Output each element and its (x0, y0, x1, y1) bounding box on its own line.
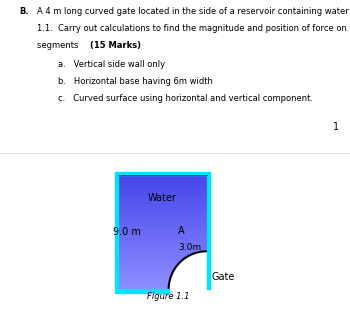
Polygon shape (118, 209, 207, 211)
Text: A 4 m long curved gate located in the side of a reservoir containing water as sh: A 4 m long curved gate located in the si… (37, 7, 350, 16)
Polygon shape (169, 251, 207, 289)
Polygon shape (118, 192, 207, 194)
Polygon shape (118, 230, 207, 232)
Polygon shape (118, 244, 207, 246)
Polygon shape (118, 175, 207, 177)
Text: segments: segments (37, 41, 81, 50)
Polygon shape (118, 261, 207, 263)
Polygon shape (118, 217, 207, 219)
Polygon shape (118, 200, 207, 202)
Polygon shape (118, 211, 207, 213)
Polygon shape (118, 188, 207, 190)
Polygon shape (118, 221, 207, 223)
Polygon shape (118, 232, 207, 234)
Text: 1.1.  Carry out calculations to find the magnitude and position of force on the : 1.1. Carry out calculations to find the … (37, 24, 350, 33)
Text: 3.0m: 3.0m (179, 243, 202, 252)
Polygon shape (118, 206, 207, 207)
Polygon shape (118, 215, 207, 217)
Polygon shape (118, 236, 207, 238)
Polygon shape (118, 190, 207, 192)
Polygon shape (118, 249, 207, 251)
Polygon shape (118, 278, 207, 280)
Text: Figure 1.1: Figure 1.1 (147, 292, 190, 301)
Text: A: A (178, 226, 185, 236)
Polygon shape (118, 219, 207, 221)
Polygon shape (118, 228, 207, 230)
Text: B.: B. (19, 7, 29, 16)
Polygon shape (118, 270, 207, 272)
Polygon shape (118, 227, 207, 228)
Polygon shape (118, 196, 207, 198)
Polygon shape (118, 213, 207, 215)
Polygon shape (118, 284, 207, 285)
Polygon shape (118, 280, 207, 282)
Polygon shape (118, 234, 207, 236)
Polygon shape (118, 253, 207, 255)
Text: Water: Water (148, 193, 177, 203)
Polygon shape (118, 194, 207, 196)
Polygon shape (118, 242, 207, 244)
Polygon shape (118, 285, 207, 287)
Polygon shape (118, 268, 207, 270)
Polygon shape (118, 265, 207, 266)
Polygon shape (118, 247, 207, 249)
Polygon shape (118, 183, 207, 185)
Polygon shape (118, 274, 207, 276)
Text: b.   Horizontal base having 6m width: b. Horizontal base having 6m width (58, 77, 213, 86)
Polygon shape (118, 181, 207, 183)
Polygon shape (118, 204, 207, 206)
Text: (15 Marks): (15 Marks) (90, 41, 141, 50)
Text: 9.0 m: 9.0 m (113, 227, 141, 237)
Polygon shape (118, 287, 207, 289)
Polygon shape (118, 202, 207, 204)
Polygon shape (118, 266, 207, 268)
Polygon shape (118, 185, 207, 187)
Text: a.   Vertical side wall only: a. Vertical side wall only (58, 60, 165, 69)
Polygon shape (118, 179, 207, 181)
Polygon shape (118, 207, 207, 209)
Polygon shape (118, 255, 207, 257)
Polygon shape (118, 276, 207, 278)
Text: c.   Curved surface using horizontal and vertical component.: c. Curved surface using horizontal and v… (58, 94, 313, 103)
Polygon shape (118, 223, 207, 225)
Polygon shape (118, 259, 207, 261)
Polygon shape (118, 240, 207, 242)
Polygon shape (118, 187, 207, 188)
Polygon shape (118, 257, 207, 259)
Polygon shape (118, 263, 207, 265)
Polygon shape (118, 282, 207, 284)
Polygon shape (118, 198, 207, 200)
Text: Gate: Gate (212, 272, 235, 282)
Polygon shape (118, 225, 207, 227)
Polygon shape (118, 238, 207, 240)
Polygon shape (118, 177, 207, 179)
Text: 1: 1 (333, 122, 340, 132)
Polygon shape (118, 246, 207, 247)
Polygon shape (118, 272, 207, 274)
Polygon shape (118, 251, 207, 253)
